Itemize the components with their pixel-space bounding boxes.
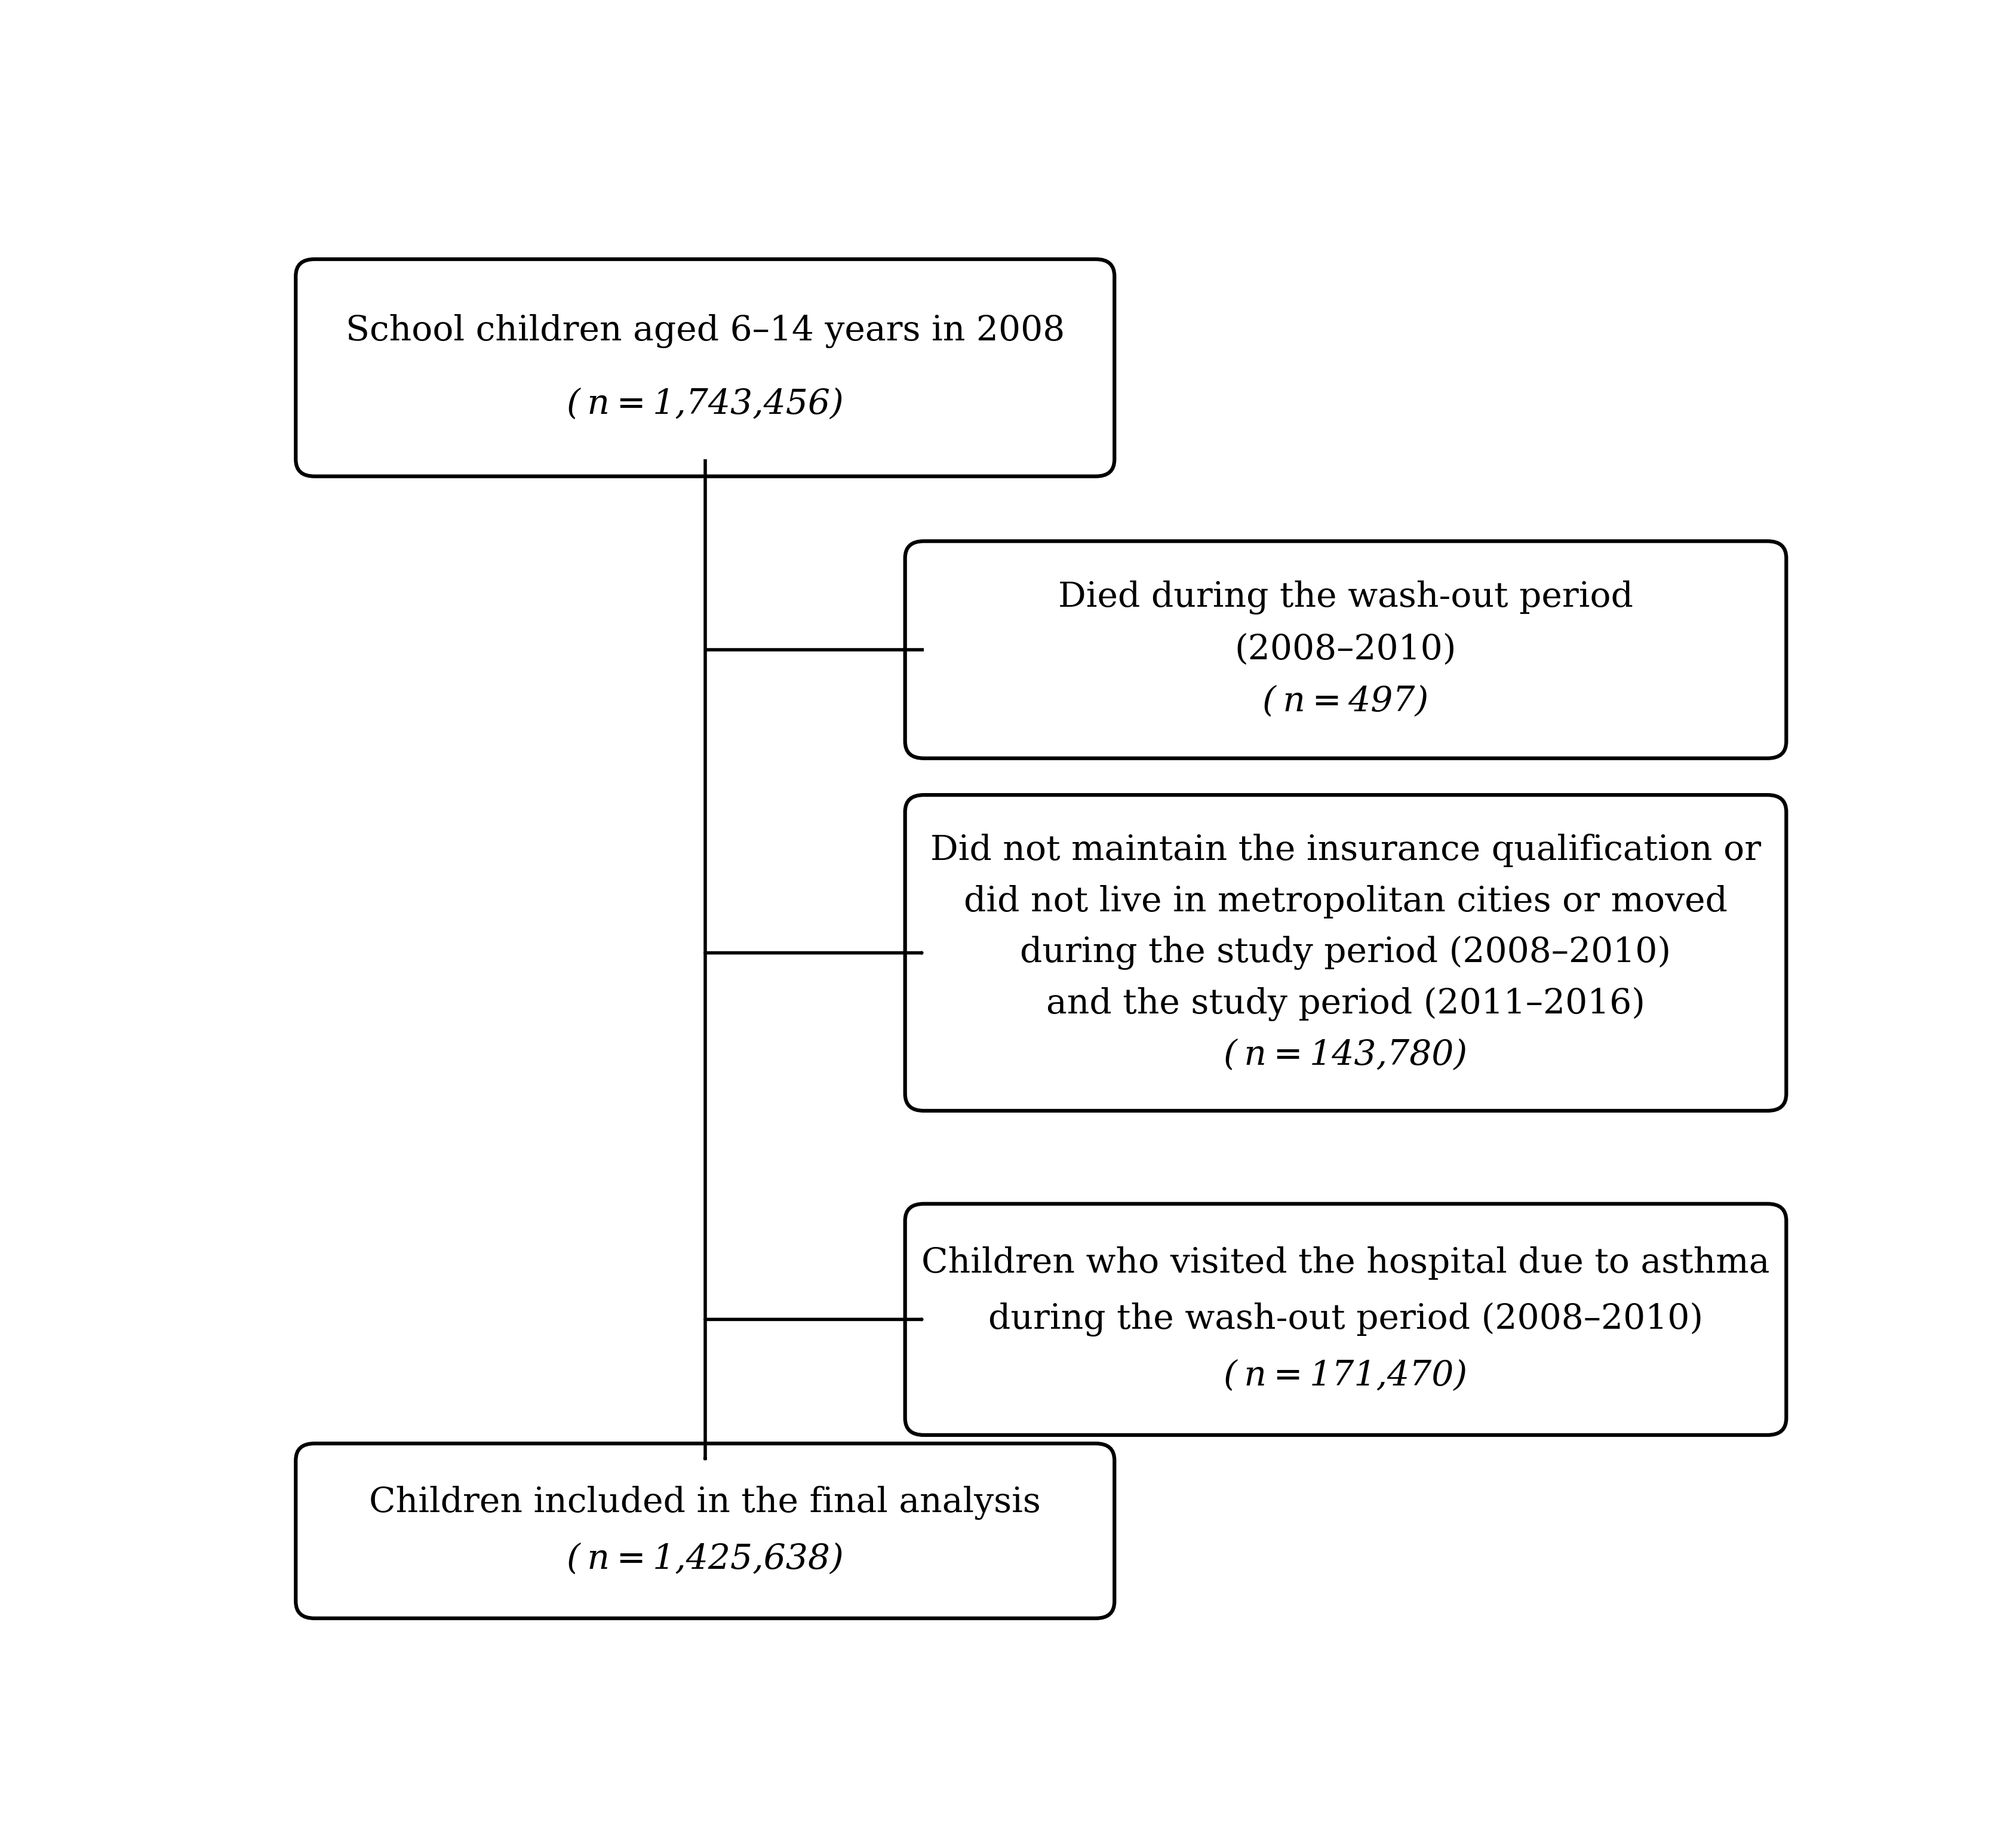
- FancyBboxPatch shape: [905, 542, 1786, 758]
- Text: (2008–2010): (2008–2010): [1234, 634, 1458, 666]
- FancyBboxPatch shape: [905, 795, 1786, 1111]
- Text: did not live in metropolitan cities or moved: did not live in metropolitan cities or m…: [964, 884, 1728, 919]
- Text: Did not maintain the insurance qualification or: Did not maintain the insurance qualifica…: [929, 833, 1762, 868]
- FancyBboxPatch shape: [296, 1443, 1115, 1619]
- Text: Children included in the final analysis: Children included in the final analysis: [369, 1485, 1040, 1520]
- Text: ( n = 1,425,638): ( n = 1,425,638): [566, 1542, 843, 1576]
- FancyBboxPatch shape: [296, 260, 1115, 476]
- Text: and the study period (2011–2016): and the study period (2011–2016): [1046, 987, 1645, 1022]
- Text: ( n = 143,780): ( n = 143,780): [1224, 1038, 1468, 1073]
- Text: Died during the wash-out period: Died during the wash-out period: [1058, 580, 1633, 615]
- FancyBboxPatch shape: [905, 1203, 1786, 1436]
- Text: School children aged 6–14 years in 2008: School children aged 6–14 years in 2008: [345, 315, 1064, 348]
- Text: Children who visited the hospital due to asthma: Children who visited the hospital due to…: [921, 1247, 1770, 1280]
- Text: ( n = 171,470): ( n = 171,470): [1224, 1359, 1468, 1393]
- Text: ( n = 497): ( n = 497): [1262, 685, 1429, 720]
- Text: ( n = 1,743,456): ( n = 1,743,456): [566, 388, 843, 421]
- Text: during the study period (2008–2010): during the study period (2008–2010): [1020, 936, 1671, 970]
- Text: during the wash-out period (2008–2010): during the wash-out period (2008–2010): [988, 1302, 1704, 1337]
